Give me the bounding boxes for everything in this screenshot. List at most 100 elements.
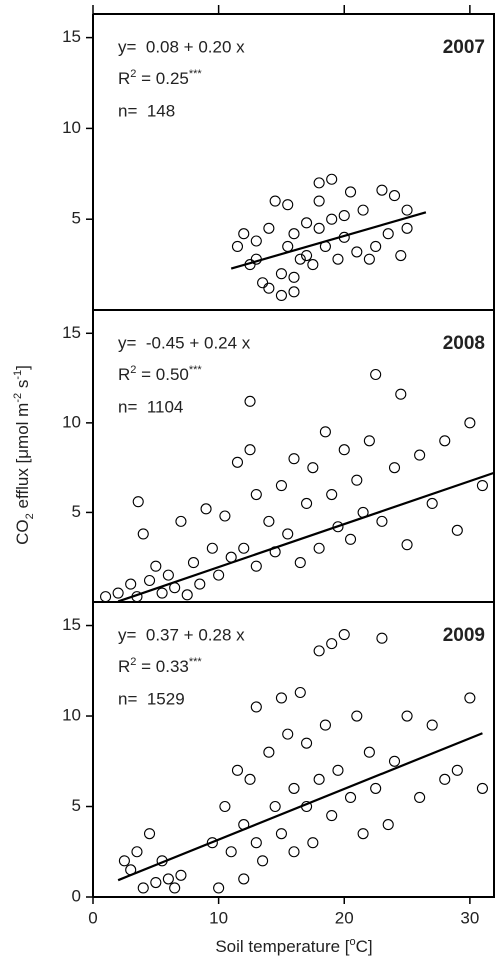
point <box>464 692 476 704</box>
point <box>344 533 357 545</box>
y-axis-label: CO2 efflux [μmol m-2 s-1] <box>12 365 36 545</box>
sample-size: n= 148 <box>118 101 175 120</box>
point <box>238 228 250 240</box>
point <box>382 819 394 831</box>
point <box>326 488 338 501</box>
point <box>244 395 256 407</box>
point <box>282 199 294 211</box>
point <box>370 782 382 794</box>
point <box>175 515 187 527</box>
point <box>143 828 156 840</box>
point <box>376 632 388 644</box>
point <box>326 213 338 225</box>
point <box>414 791 426 804</box>
point <box>143 574 156 587</box>
point <box>401 539 413 551</box>
point <box>250 235 262 247</box>
equation: y= -0.45 + 0.24 x <box>118 333 251 352</box>
point <box>401 204 413 216</box>
point <box>250 560 262 572</box>
year-label: 2007 <box>443 37 485 58</box>
point <box>326 810 338 822</box>
point <box>288 271 300 283</box>
point <box>363 435 375 447</box>
y-axis-label-part: m <box>13 403 32 422</box>
point <box>231 240 244 252</box>
point <box>213 882 225 894</box>
fit-line <box>230 211 427 270</box>
point <box>288 228 300 240</box>
point <box>332 521 344 533</box>
point <box>476 480 488 492</box>
point <box>401 222 413 234</box>
point <box>307 259 319 271</box>
r-squared-part: 2 <box>130 68 136 80</box>
point <box>194 578 206 590</box>
point <box>294 557 306 569</box>
y-axis-label-part: s <box>13 380 32 393</box>
y-tick-label: 15 <box>62 323 81 342</box>
point <box>225 846 237 858</box>
point <box>263 515 275 527</box>
point <box>338 444 350 456</box>
point <box>200 503 212 515</box>
point <box>206 542 218 554</box>
y-tick-label: 15 <box>62 27 81 46</box>
point <box>250 837 262 849</box>
point <box>162 873 174 885</box>
x-tick-label: 30 <box>460 908 479 927</box>
point <box>238 542 250 554</box>
point <box>112 587 124 599</box>
point <box>313 542 325 554</box>
sample-size: n= 1529 <box>118 689 185 708</box>
point <box>376 515 388 527</box>
point <box>275 828 287 840</box>
r-squared-part: 2 <box>130 656 136 668</box>
point <box>344 791 357 804</box>
point <box>132 496 144 508</box>
point <box>263 746 275 758</box>
point <box>344 186 357 198</box>
point <box>150 876 162 889</box>
point <box>231 456 244 468</box>
point <box>319 719 331 731</box>
y-axis-label-part: μmol <box>13 422 32 459</box>
point <box>250 488 262 501</box>
y-tick-label: 5 <box>72 502 81 521</box>
point <box>275 268 287 280</box>
point <box>100 591 112 603</box>
point <box>370 240 382 252</box>
point <box>363 746 375 758</box>
point <box>401 710 413 722</box>
point <box>118 855 130 867</box>
point <box>213 569 225 581</box>
r-squared-part: *** <box>189 68 203 80</box>
point <box>301 497 313 510</box>
y-tick-label: 10 <box>62 118 81 137</box>
point <box>313 177 325 189</box>
y-axis-label-part: -1 <box>12 370 24 380</box>
point <box>476 782 488 794</box>
point <box>187 557 200 569</box>
r-squared: R2 = 0.33*** <box>118 656 202 677</box>
point <box>294 253 306 265</box>
point <box>269 195 281 207</box>
year-label: 2009 <box>443 625 485 646</box>
point <box>313 195 325 207</box>
point <box>388 755 401 767</box>
x-axis-label-part: Soil temperature [ <box>215 937 349 956</box>
point <box>351 710 363 722</box>
r-squared-part: 2 <box>130 364 136 376</box>
point <box>395 388 407 400</box>
y-tick-label: 15 <box>62 615 81 634</box>
point <box>125 578 137 590</box>
point <box>313 222 325 234</box>
point <box>175 869 187 881</box>
point <box>257 277 269 289</box>
point <box>294 686 306 699</box>
point <box>263 222 275 234</box>
point <box>338 629 350 641</box>
point <box>301 249 313 262</box>
point <box>357 828 369 840</box>
